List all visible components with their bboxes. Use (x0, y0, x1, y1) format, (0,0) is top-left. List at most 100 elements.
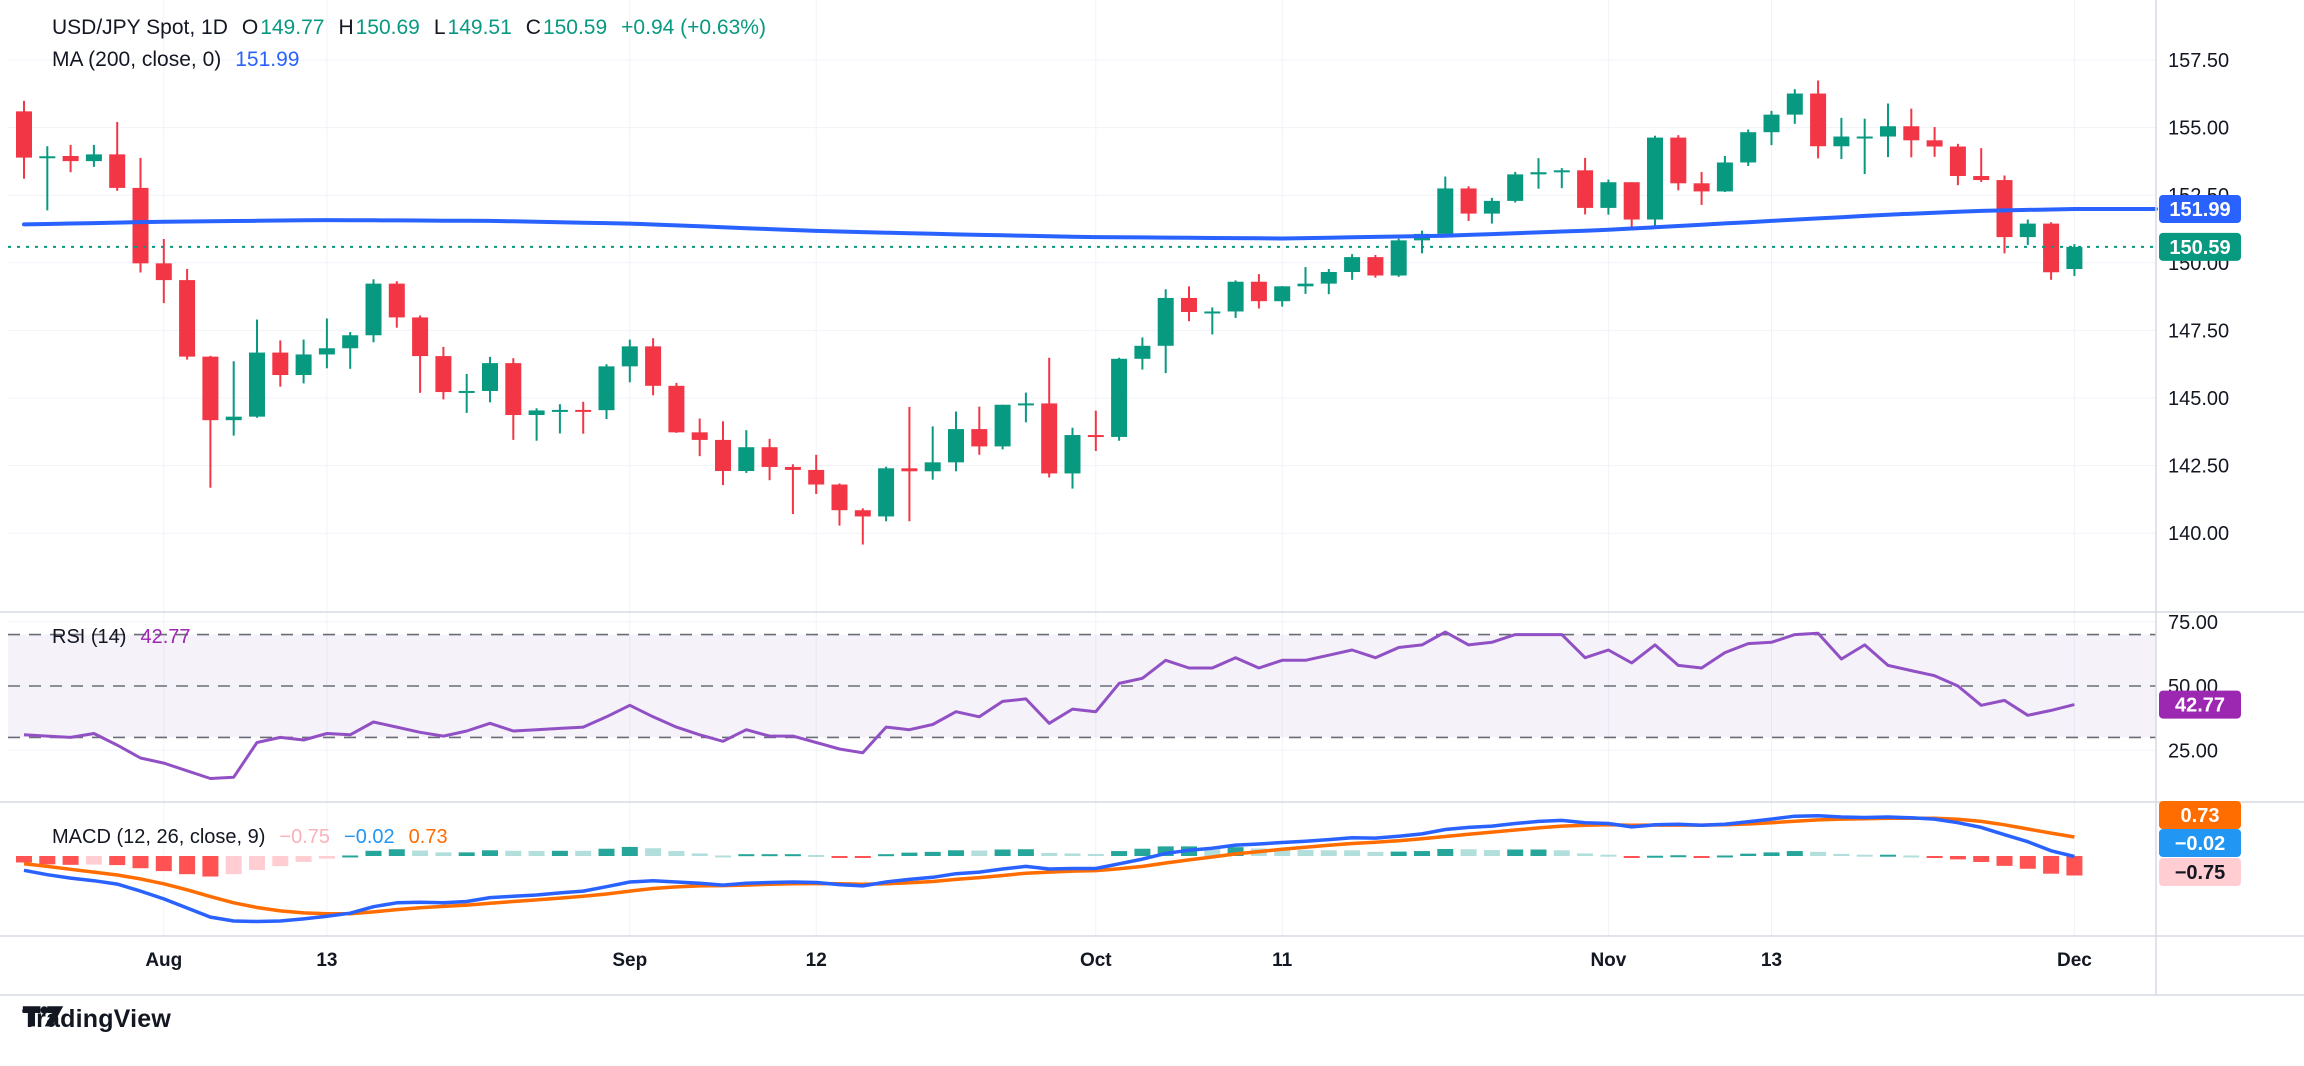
macd-histogram-bar (1856, 854, 1873, 857)
macd-histogram-bar (854, 856, 871, 858)
candle-up (1880, 126, 1896, 137)
time-axis-label[interactable]: Dec (2057, 950, 2092, 971)
candle-up (1204, 311, 1221, 314)
rsi-value: 42.77 (140, 626, 191, 648)
main-price-pane[interactable] (8, 0, 2156, 612)
price-axis[interactable] (2156, 0, 2304, 995)
macd-histogram-bar (2066, 856, 2083, 876)
price-axis-label: 147.50 (2168, 320, 2229, 342)
ma200-line (22, 207, 2158, 241)
candle-up (1600, 182, 1617, 208)
last-price-badge-text: 150.59 (2169, 237, 2230, 259)
macd-histogram-bar (1483, 850, 1500, 856)
tradingview-logo[interactable]: TradingView (22, 1005, 171, 1034)
macd-histogram-bar (155, 856, 172, 872)
macd-histogram-bar (1227, 847, 1244, 856)
candle-down (1367, 257, 1384, 276)
macd-histogram-bar (39, 856, 56, 865)
candle-down (691, 432, 708, 440)
candle-down (2043, 223, 2060, 273)
macd-histogram-bar (295, 856, 312, 862)
time-axis-label[interactable]: 13 (1761, 950, 1782, 971)
candles-group (16, 80, 2083, 545)
price-axis-label: 155.00 (2168, 118, 2229, 140)
candle-down (1181, 297, 1197, 313)
macd-pane[interactable] (8, 803, 2156, 936)
candle-up (1763, 114, 1780, 133)
rsi-pane[interactable] (8, 613, 2156, 802)
candle-up (1390, 240, 1407, 276)
macd-line-badge-text: −0.02 (2175, 833, 2226, 855)
candle-down (1460, 188, 1477, 214)
symbol-legend-row[interactable]: USD/JPY Spot, 1D O 149.77 H 150.69 L 149.51… (52, 16, 766, 40)
macd-histogram-bar (1274, 849, 1291, 856)
macd-histogram-bar (2043, 856, 2060, 874)
macd-histogram-bar (435, 852, 452, 856)
change-value: +0.94 (+0.63%) (621, 16, 766, 39)
candle-down (179, 280, 196, 357)
candle-down (155, 263, 172, 281)
ma-label: MA (200, close, 0) (52, 48, 222, 71)
macd-histogram-bar (1763, 852, 1780, 856)
candle-down (854, 510, 871, 517)
candle-up (1064, 435, 1081, 474)
candle-up (1274, 286, 1291, 302)
macd-histogram-bar (1297, 850, 1314, 856)
macd-histogram-bar (901, 852, 918, 856)
candle-up (528, 410, 545, 416)
macd-histogram-bar (971, 850, 988, 856)
candle-up (365, 283, 382, 336)
close-label: C (525, 16, 541, 39)
candle-down (901, 468, 918, 472)
candle-down (1693, 183, 1710, 192)
macd-histogram-bar (1390, 851, 1407, 856)
macd-histogram-bar (132, 856, 149, 869)
candle-down (1670, 137, 1687, 184)
macd-legend-row[interactable]: MACD (12, 26, close, 9) −0.75 −0.02 0.73 (52, 826, 448, 849)
macd-histogram-bar (1064, 853, 1081, 856)
candle-down (575, 409, 592, 412)
macd-histogram-bar (1553, 850, 1570, 856)
time-axis-label[interactable]: Oct (1080, 950, 1112, 971)
open-label: O (241, 16, 259, 39)
time-axis-label[interactable]: Nov (1590, 950, 1626, 971)
open-value: 149.77 (260, 16, 325, 39)
macd-histogram-bar (924, 851, 941, 856)
candle-down (645, 346, 662, 386)
candle-up (1507, 174, 1524, 201)
time-axis-label[interactable]: 11 (1272, 950, 1293, 971)
candle-down (1577, 170, 1594, 208)
macd-hist-badge-text: −0.75 (2175, 862, 2226, 884)
low-value: 149.51 (447, 16, 512, 39)
macd-histogram-bar (1460, 849, 1477, 856)
candle-up (1833, 136, 1850, 147)
candle-down (715, 439, 731, 472)
candle-down (435, 356, 452, 393)
time-axis-label[interactable]: Aug (145, 950, 182, 971)
macd-histogram-bar (1647, 855, 1663, 858)
time-axis-label[interactable]: 13 (316, 950, 337, 971)
macd-histogram-bar (1157, 846, 1174, 856)
price-axis-label: 145.00 (2168, 388, 2229, 410)
macd-histogram-bar (109, 856, 126, 866)
candlestick-chart-canvas[interactable]: 157.50155.00152.50150.00147.50145.00142.… (0, 0, 2304, 1000)
time-axis-label[interactable]: Sep (612, 950, 647, 971)
candle-up (598, 366, 615, 411)
time-axis-label[interactable]: 12 (806, 950, 827, 971)
rsi-legend-row[interactable]: RSI (14) 42.77 (52, 626, 191, 649)
price-axis-label: 140.00 (2168, 523, 2229, 545)
candle-down (62, 155, 79, 162)
macd-histogram-bar (482, 850, 498, 856)
candle-down (808, 469, 825, 485)
candle-down (505, 363, 522, 416)
macd-histogram (16, 846, 2083, 877)
ma-legend-row[interactable]: MA (200, close, 0) 151.99 (52, 48, 299, 72)
candle-down (1973, 176, 1990, 181)
macd-histogram-bar (994, 849, 1011, 856)
macd-histogram-bar (691, 853, 708, 856)
macd-histogram-bar (1926, 856, 1943, 858)
time-axis[interactable] (8, 936, 2156, 995)
candle-up (1647, 137, 1663, 220)
macd-histogram-bar (1414, 851, 1430, 856)
candle-down (16, 111, 32, 158)
